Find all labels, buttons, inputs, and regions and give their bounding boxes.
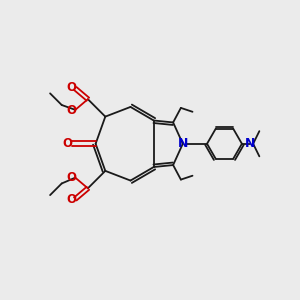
Text: O: O <box>62 137 73 150</box>
Text: N: N <box>178 137 188 150</box>
Text: O: O <box>66 81 76 94</box>
Text: O: O <box>66 171 76 184</box>
Text: O: O <box>66 104 76 117</box>
Text: N: N <box>244 137 255 150</box>
Text: O: O <box>66 194 76 206</box>
